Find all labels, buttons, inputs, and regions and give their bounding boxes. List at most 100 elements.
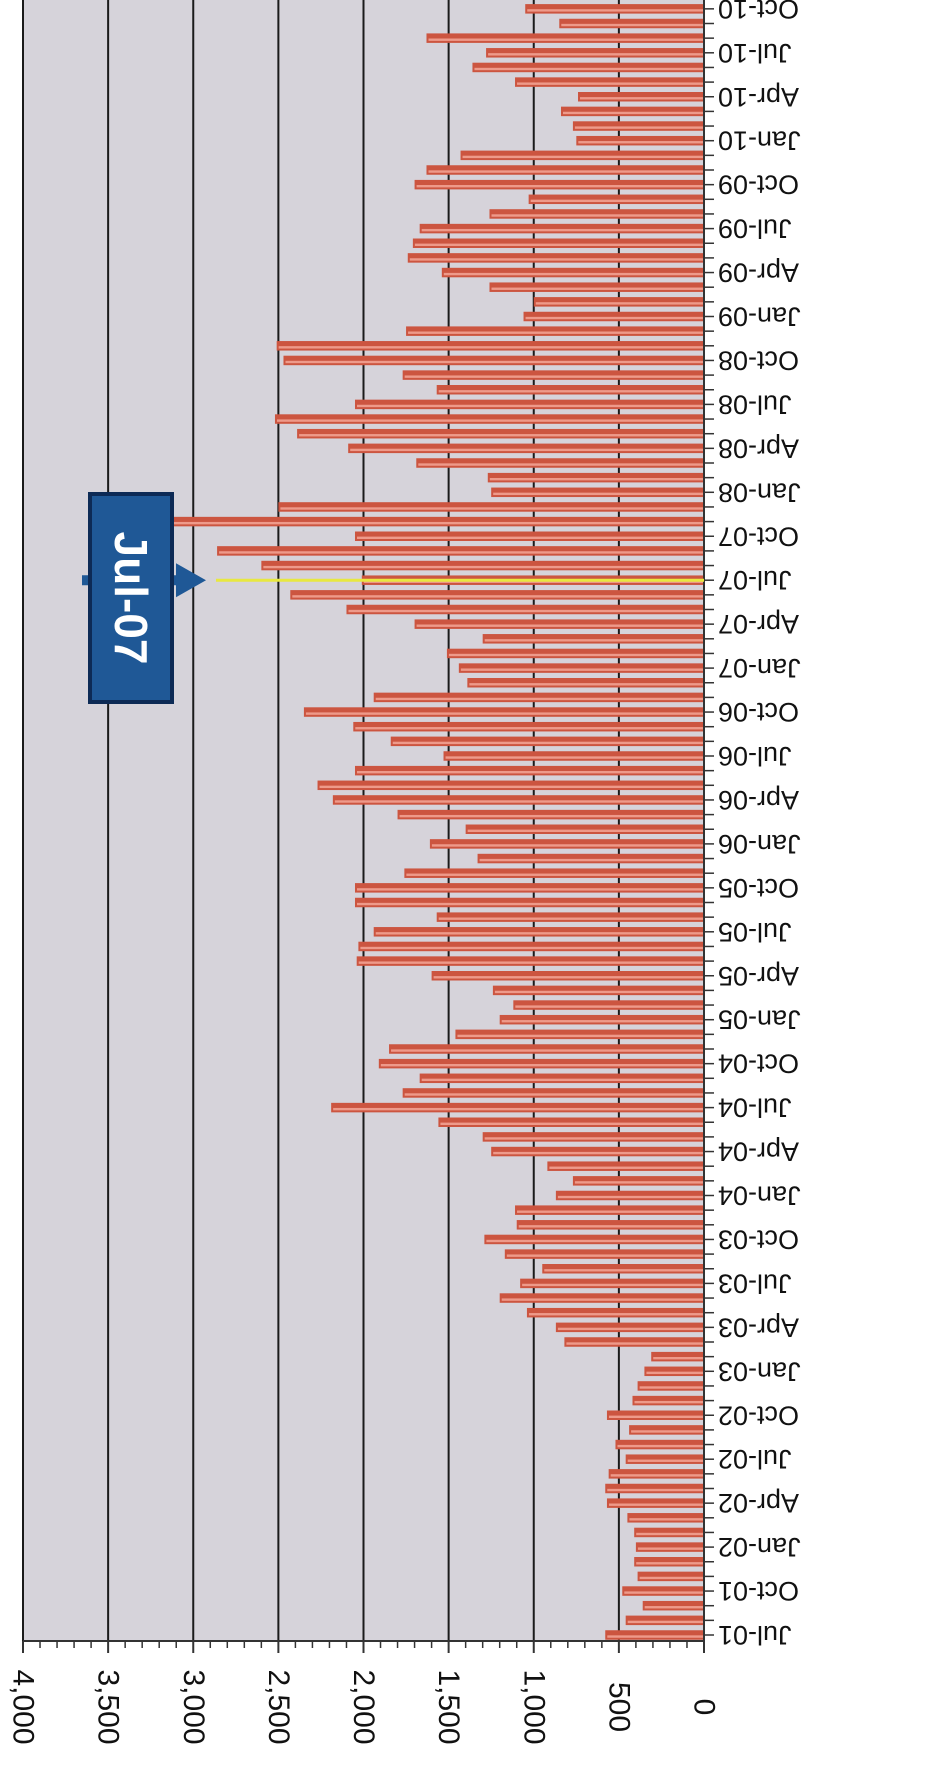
bar-highlight	[501, 1298, 704, 1301]
category-tick-label: Oct-06	[718, 697, 799, 727]
bar-highlight	[637, 1547, 704, 1550]
bar-highlight	[285, 360, 704, 364]
bar-highlight	[305, 712, 704, 715]
bar-highlight	[356, 888, 704, 891]
category-tick-label: Jul-01	[718, 1620, 792, 1650]
bar-highlight	[448, 653, 704, 657]
bar-highlight	[474, 67, 704, 71]
bar	[635, 1542, 704, 1552]
bar	[261, 560, 704, 571]
bar	[491, 487, 704, 498]
category-tick-label: Apr-08	[718, 433, 799, 463]
bar-highlight	[391, 1049, 704, 1052]
bar-highlight	[292, 595, 704, 598]
bar	[458, 663, 704, 673]
bar	[278, 502, 704, 512]
bar	[354, 883, 704, 893]
bar	[414, 619, 704, 629]
bar	[407, 253, 704, 263]
bar	[627, 1513, 704, 1523]
bar-highlight	[299, 434, 704, 437]
category-tick-label: Jul-10	[718, 38, 792, 68]
bar-highlight	[646, 1371, 704, 1375]
category-tick-label: Jul-08	[718, 389, 792, 419]
bar	[419, 1073, 704, 1084]
bar	[436, 912, 704, 922]
bar	[426, 165, 704, 175]
value-tick-label: 3,000	[177, 1669, 210, 1744]
value-tick-label: 1,500	[432, 1669, 465, 1744]
bar-highlight	[350, 448, 704, 452]
bar	[378, 1058, 704, 1069]
bar	[644, 1366, 704, 1377]
bar	[354, 897, 704, 908]
bar-highlight	[494, 990, 704, 994]
bar-highlight	[421, 1078, 704, 1082]
bar-highlight	[610, 1474, 704, 1477]
bar	[487, 472, 704, 483]
bar	[625, 1615, 704, 1626]
bar-highlight	[636, 1532, 704, 1536]
bar	[373, 692, 704, 703]
category-tick-label: Apr-10	[718, 82, 799, 112]
bar-highlight	[333, 1107, 704, 1111]
bar-highlight	[530, 199, 704, 203]
bar	[489, 282, 704, 292]
bar-highlight	[460, 668, 704, 671]
bar	[547, 1161, 704, 1171]
bar	[354, 399, 704, 410]
bar	[555, 1322, 704, 1333]
bar-highlight	[428, 38, 704, 41]
bar	[354, 531, 704, 541]
bar-highlight	[561, 23, 704, 27]
bar	[414, 179, 704, 190]
bar	[412, 238, 704, 248]
bar-highlight	[518, 1225, 704, 1228]
category-tick-label: Oct-09	[718, 170, 799, 200]
category-tick-label: Jul-02	[718, 1444, 792, 1474]
bar-highlight	[409, 258, 704, 261]
bar-highlight	[566, 1342, 704, 1345]
bar-highlight	[399, 814, 704, 818]
category-tick-label: Jan-03	[718, 1356, 801, 1386]
category-tick-label: Oct-10	[718, 0, 799, 24]
bar-highlight	[462, 155, 704, 159]
bar-highlight	[562, 111, 704, 115]
category-tick-label: Jul-07	[718, 565, 792, 595]
category-tick-label: Apr-06	[718, 785, 799, 815]
bar	[634, 1527, 704, 1538]
bar	[446, 648, 704, 659]
bar	[605, 1483, 704, 1494]
bar-highlight	[334, 800, 704, 803]
value-tick-label: 500	[602, 1682, 635, 1732]
category-tick-label: Jul-03	[718, 1268, 792, 1298]
bar-highlight	[544, 1269, 704, 1272]
bar-highlight	[356, 902, 704, 906]
bar	[606, 1410, 704, 1420]
value-tick-label: 0	[688, 1699, 721, 1716]
bar-highlight	[408, 331, 704, 334]
bar-highlight	[517, 1210, 704, 1213]
bar-highlight	[356, 404, 704, 408]
bar-highlight	[276, 419, 704, 422]
bar	[576, 135, 704, 146]
bar	[520, 1278, 704, 1289]
bar-highlight	[574, 126, 704, 129]
bar-highlight	[348, 609, 704, 613]
bar	[515, 77, 704, 87]
category-tick-label: Jul-06	[718, 741, 792, 771]
bar-highlight	[404, 1093, 704, 1096]
bar	[419, 223, 704, 234]
bar	[606, 1498, 704, 1508]
bar	[465, 824, 704, 834]
bar-highlight	[433, 976, 704, 979]
bar-highlight	[607, 1488, 704, 1492]
bar-highlight	[414, 243, 704, 246]
bar	[354, 765, 704, 776]
category-tick-label: Jan-04	[718, 1181, 801, 1211]
bar-highlight	[608, 1415, 704, 1418]
callout-box	[88, 492, 174, 704]
bar	[402, 1088, 704, 1098]
bar-highlight	[557, 1195, 704, 1199]
